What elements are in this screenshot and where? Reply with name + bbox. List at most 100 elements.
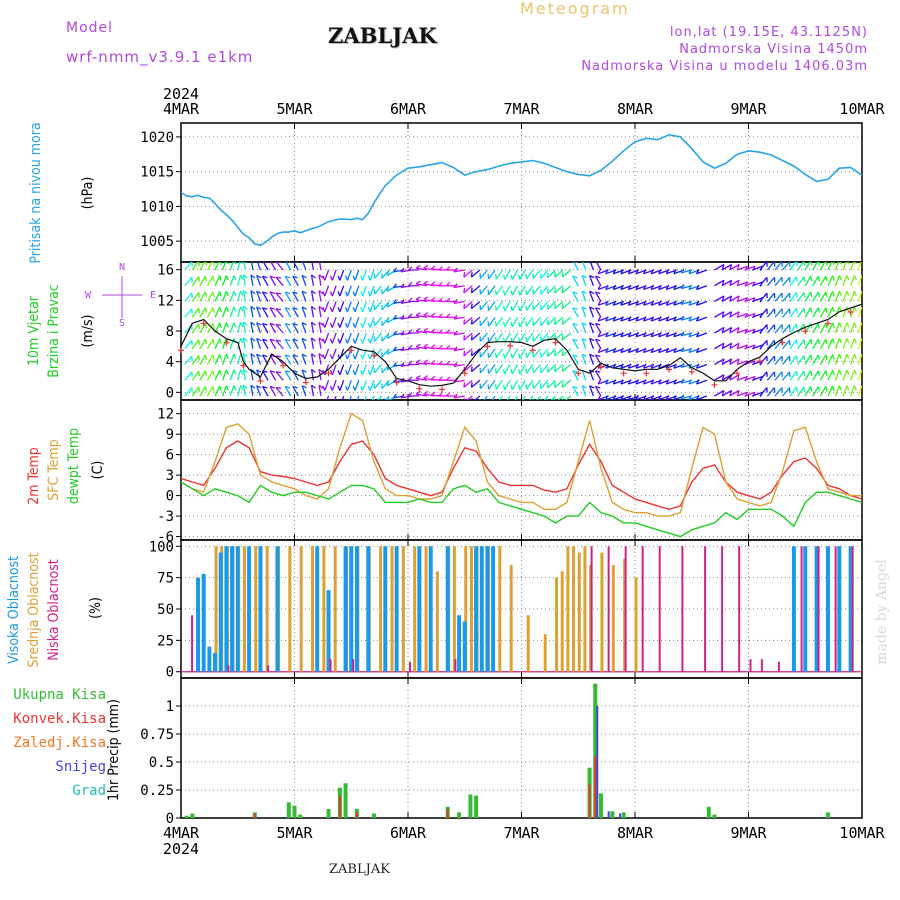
wind-barb xyxy=(222,275,227,286)
wind-barb xyxy=(453,395,465,399)
wind-barb xyxy=(369,317,375,328)
wind-barb xyxy=(526,379,534,390)
wind-barb-flag xyxy=(665,332,670,338)
wind-barb xyxy=(341,395,345,400)
wind-barb-flag xyxy=(292,370,298,373)
wind-barb-flag xyxy=(337,306,341,313)
wind-barb-flag xyxy=(301,322,307,326)
model-name: wrf-nmm_v3.9.1 e1km xyxy=(66,48,254,66)
wind-barb-flag xyxy=(525,336,528,343)
wind-barb xyxy=(275,371,284,381)
wind-barb-flag xyxy=(329,275,333,281)
wind-barb-flag xyxy=(275,386,282,389)
mid-cloud-bar xyxy=(583,546,587,672)
wind-barb xyxy=(463,316,473,325)
precip-legend-item: Konvek.Kisa xyxy=(13,711,106,727)
high-cloud-bar xyxy=(235,546,240,672)
wind-barb xyxy=(572,275,579,287)
wind-barb xyxy=(184,262,193,271)
total-precip-bar xyxy=(326,809,331,818)
wind-barb-flag xyxy=(487,305,490,311)
wind-barb-flag xyxy=(367,322,371,328)
wind-barb xyxy=(857,275,862,286)
wind-barb xyxy=(269,338,277,350)
wind-barb-flag xyxy=(430,265,436,270)
wind-barb xyxy=(369,269,375,281)
wind-barb xyxy=(554,269,564,278)
wind-barb-flag xyxy=(589,337,595,342)
wind-barb xyxy=(789,307,797,318)
wind-barb-flag xyxy=(344,306,349,313)
wind-barb xyxy=(857,369,862,381)
wind-barb-flag xyxy=(561,303,564,309)
wind-barb xyxy=(199,386,206,397)
wind-barb-flag xyxy=(250,305,256,310)
wind-barb-flag xyxy=(337,291,341,297)
wind-barb-flag xyxy=(423,343,429,348)
wind-barb xyxy=(301,385,307,397)
wind-barb xyxy=(229,275,235,286)
wind-barb xyxy=(519,348,526,359)
wind-barb-flag xyxy=(810,262,813,266)
wind-barb-flag xyxy=(695,300,700,306)
wind-barb xyxy=(504,379,511,391)
wind-barb-flag xyxy=(198,262,200,267)
wind-barb-flag xyxy=(360,291,364,297)
wind-barb xyxy=(729,263,740,271)
wind-barb-flag xyxy=(262,307,268,310)
wind-barb xyxy=(572,291,579,302)
wind-axis-unit: (m/s) xyxy=(80,315,96,348)
wind-barb xyxy=(842,262,847,271)
high-cloud-bar xyxy=(196,577,201,672)
wind-barb xyxy=(532,379,541,390)
wind-barb-flag xyxy=(487,273,490,280)
wind-barb xyxy=(331,332,337,344)
wind-gust-marker xyxy=(688,368,695,375)
wind-barb-flag xyxy=(256,353,262,358)
mid-cloud-bar xyxy=(560,571,564,672)
wind-barb xyxy=(331,301,337,313)
wind-barb-flag xyxy=(627,269,632,275)
wind-barb-flag xyxy=(463,382,466,388)
mid-cloud-bar xyxy=(299,546,303,672)
wind-barb-flag xyxy=(212,386,215,392)
wind-barb-flag xyxy=(605,332,609,338)
wind-barb xyxy=(557,395,564,400)
wind-barb-flag xyxy=(518,369,521,375)
wind-barb-flag xyxy=(292,275,298,279)
wind-barb xyxy=(736,265,748,271)
wind-barb xyxy=(782,339,791,350)
wind-barb xyxy=(696,285,708,291)
wind-barb xyxy=(292,338,299,350)
wind-barb-flag xyxy=(502,321,506,327)
direction-legend-cross xyxy=(102,276,142,318)
wind-barb xyxy=(797,370,805,381)
wind-barb-flag xyxy=(219,262,222,265)
wind-barb-flag xyxy=(330,402,332,407)
wind-barb xyxy=(514,395,519,400)
wind-barb-flag xyxy=(803,276,806,282)
wind-barb xyxy=(364,395,367,400)
wind-barb xyxy=(377,395,383,400)
wind-gust-marker xyxy=(257,378,264,384)
cloud-axis-mid: Srednja Oblacnost xyxy=(26,552,42,667)
wind-barb-flag xyxy=(736,374,740,380)
wind-barb-flag xyxy=(605,379,609,385)
wind-barb xyxy=(354,348,360,360)
wind-barb xyxy=(589,353,594,365)
wind-barb-flag xyxy=(665,300,670,306)
wind-barb-flag xyxy=(589,385,595,389)
wind-barb-flag xyxy=(212,307,215,313)
wind-barb-flag xyxy=(275,276,282,279)
wind-barb-flag xyxy=(510,274,513,280)
wind-barb-flag xyxy=(344,322,349,328)
low-cloud-bar xyxy=(590,546,593,672)
wind-barb xyxy=(269,275,277,287)
y-tick-label: 0.25 xyxy=(140,783,174,799)
x-tick-label-top: 4MAR xyxy=(163,100,200,118)
wind-barb-flag xyxy=(825,323,828,329)
wind-barb-flag xyxy=(853,306,857,312)
wind-barb-flag xyxy=(219,291,222,297)
wind-barb xyxy=(488,269,496,280)
wind-barb-flag xyxy=(635,316,639,322)
